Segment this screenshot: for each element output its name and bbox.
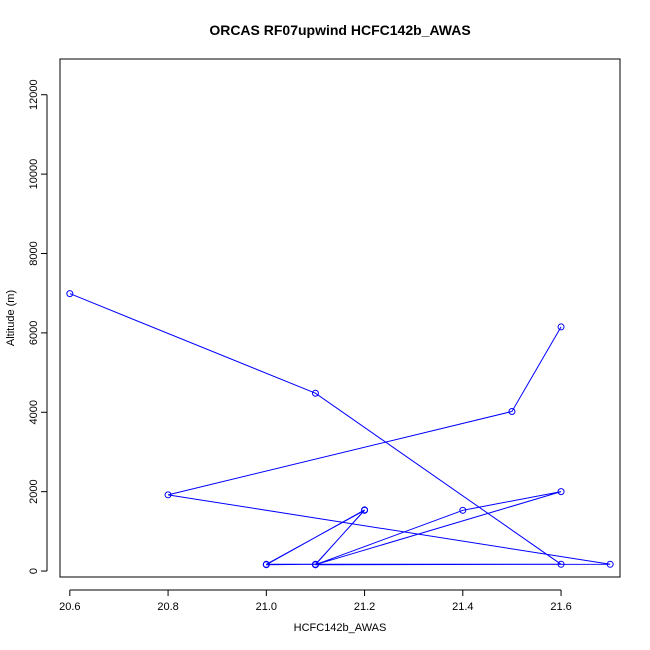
data-point	[606, 560, 614, 568]
y-axis: 0 2000 4000 6000 8000 10000 12000	[28, 79, 48, 574]
x-tick-label: 20.6	[59, 601, 80, 613]
data-point	[311, 389, 319, 397]
x-tick-label: 21.6	[550, 601, 571, 613]
y-tick-label: 6000	[28, 321, 40, 345]
y-tick-label: 4000	[28, 400, 40, 424]
y-tick-label: 10000	[28, 159, 40, 190]
data-point	[557, 323, 565, 331]
data-point	[557, 560, 565, 568]
y-tick-label: 12000	[28, 79, 40, 110]
x-axis-label: HCFC142b_AWAS	[294, 622, 387, 634]
data-point	[164, 491, 172, 499]
y-tick-label: 2000	[28, 479, 40, 503]
plot-frame	[59, 58, 621, 578]
x-tick-label: 21.4	[452, 601, 473, 613]
series-line	[69, 293, 611, 566]
y-tick-label: 0	[28, 568, 40, 574]
data-point	[66, 290, 74, 298]
y-axis-label: Altitude (m)	[5, 290, 17, 346]
data-point	[361, 506, 369, 514]
x-tick-label: 21.0	[256, 601, 277, 613]
x-axis: 20.6 20.8 21.0 21.2 21.4 21.6	[59, 589, 572, 613]
data-point	[311, 560, 319, 568]
data-point	[508, 407, 516, 415]
data-point	[262, 560, 270, 568]
y-tick-label: 8000	[28, 241, 40, 265]
chart-title: ORCAS RF07upwind HCFC142b_AWAS	[209, 22, 470, 38]
x-tick-label: 20.8	[157, 601, 178, 613]
data-point	[459, 506, 467, 514]
data-point	[557, 488, 565, 496]
x-tick-label: 21.2	[354, 601, 375, 613]
series-layer	[66, 290, 614, 569]
